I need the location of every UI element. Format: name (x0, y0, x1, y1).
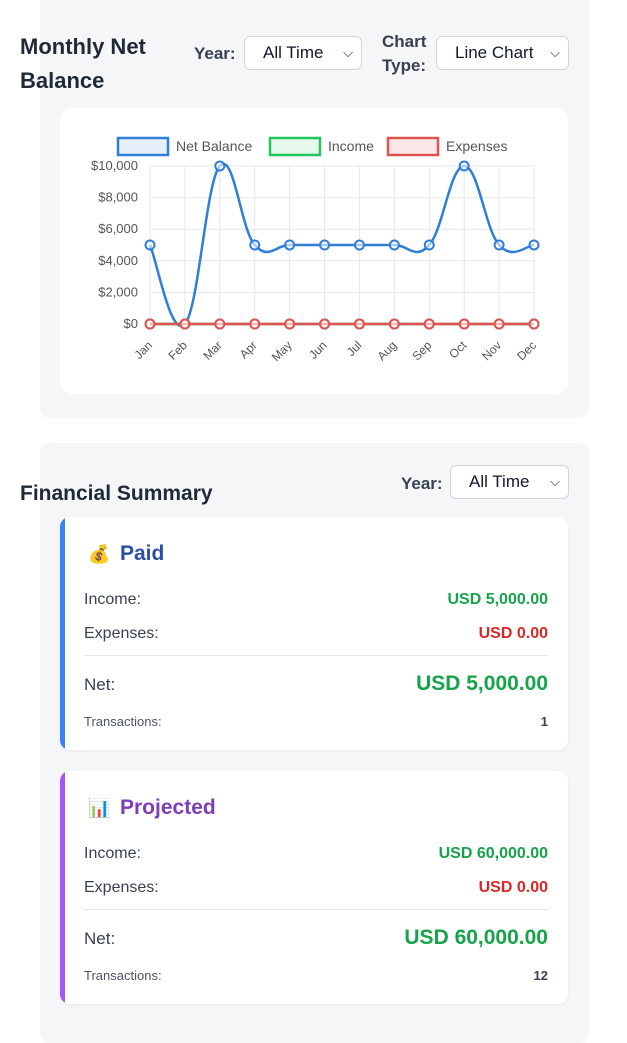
y-tick-label: $10,000 (91, 158, 138, 173)
net-label: Net: (84, 929, 116, 948)
transactions-label: Transactions: (84, 714, 162, 729)
data-point (319, 239, 331, 251)
series-line (148, 162, 535, 328)
chevron-down-icon: ⌵ (550, 45, 560, 60)
card-title-text: Projected (120, 796, 216, 819)
data-point (214, 160, 226, 172)
chart-year-select[interactable]: All Time ⌵ (244, 36, 362, 70)
expenses-label: Expenses: (84, 625, 159, 642)
expenses-value: USD 0.00 (478, 879, 548, 896)
money-bag-icon: 💰 (88, 544, 111, 564)
legend-swatch (386, 136, 440, 157)
projected-summary-card: 📊 Projected Income: USD 60,000.00 Expense… (60, 771, 568, 1004)
legend-swatch (116, 136, 170, 157)
summary-year-value: All Time (469, 472, 530, 491)
y-tick-label: $8,000 (98, 190, 138, 205)
x-tick-label: Mar (200, 338, 225, 363)
x-tick-label: Jun (306, 338, 330, 362)
x-tick-label: Jan (132, 338, 156, 362)
data-point (423, 239, 435, 251)
legend-swatch (268, 136, 322, 157)
paid-summary-card: 💰 Paid Income: USD 5,000.00 Expenses: USD… (60, 517, 568, 750)
income-label: Income: (84, 591, 141, 608)
data-point (528, 318, 540, 330)
data-point (423, 318, 435, 330)
chevron-down-icon: ⌵ (550, 474, 560, 489)
x-tick-label: Dec (514, 338, 539, 363)
divider (84, 655, 548, 656)
chart-year-value: All Time (263, 43, 324, 62)
chevron-down-icon: ⌵ (343, 45, 353, 60)
net-value: USD 5,000.00 (416, 672, 548, 695)
summary-year-label: Year: (401, 474, 443, 493)
transactions-value: 1 (540, 714, 548, 729)
x-tick-label: Feb (166, 338, 191, 363)
data-point (493, 318, 505, 330)
x-tick-label: Sep (409, 338, 434, 363)
data-point (319, 318, 331, 330)
y-tick-label: $4,000 (98, 253, 138, 268)
x-tick-label: May (269, 338, 295, 364)
x-tick-label: Jul (344, 338, 365, 359)
chart-year-label: Year: (194, 44, 236, 63)
y-tick-label: $2,000 (98, 284, 138, 299)
income-value: USD 60,000.00 (438, 845, 548, 862)
net-label: Net: (84, 675, 116, 694)
chart-section-title: Monthly Net Balance (20, 34, 146, 93)
divider (84, 909, 548, 910)
x-tick-label: Nov (479, 338, 504, 363)
net-balance-chart: $0 $2,000 $4,000 $6,000 $8,000 $10,000 Jan Feb M… (91, 136, 540, 364)
x-tick-label: Oct (446, 338, 470, 362)
income-value: USD 5,000.00 (447, 591, 548, 608)
summary-section-title: Financial Summary (20, 482, 213, 505)
y-tick-label: $0 (124, 316, 138, 331)
data-point (493, 239, 505, 251)
card-accent-bar (60, 771, 65, 1004)
x-tick-label: Apr (237, 338, 260, 361)
data-point (353, 318, 365, 330)
chart-type-select[interactable]: Line Chart ⌵ (436, 36, 569, 70)
data-point (284, 239, 296, 251)
data-point (388, 239, 400, 251)
data-point (179, 318, 191, 330)
y-tick-label: $6,000 (98, 221, 138, 236)
transactions-label: Transactions: (84, 968, 162, 983)
expenses-value: USD 0.00 (478, 625, 548, 642)
data-point (249, 239, 261, 251)
card-title: 💰 Paid (88, 539, 164, 569)
income-label: Income: (84, 845, 141, 862)
data-point (284, 318, 296, 330)
chart-type-value: Line Chart (455, 43, 534, 62)
data-point (458, 318, 470, 330)
data-point (144, 318, 156, 330)
transactions-value: 12 (533, 968, 548, 983)
data-point (458, 160, 470, 172)
summary-year-select[interactable]: All Time ⌵ (450, 465, 569, 499)
expenses-label: Expenses: (84, 879, 159, 896)
legend-label: Expenses (446, 138, 507, 154)
card-title-text: Paid (120, 542, 165, 565)
data-point (249, 318, 261, 330)
chart-type-label: Chart Type: (382, 32, 427, 75)
card-accent-bar (60, 517, 65, 750)
data-point (144, 239, 156, 251)
legend-label: Net Balance (176, 138, 252, 154)
data-point (214, 318, 226, 330)
bar-chart-icon: 📊 (88, 798, 111, 818)
data-point (528, 239, 540, 251)
legend-label: Income (328, 138, 374, 154)
data-point (353, 239, 365, 251)
x-tick-label: Aug (374, 338, 399, 363)
net-value: USD 60,000.00 (404, 926, 548, 949)
data-point (388, 318, 400, 330)
card-title: 📊 Projected (88, 793, 216, 823)
